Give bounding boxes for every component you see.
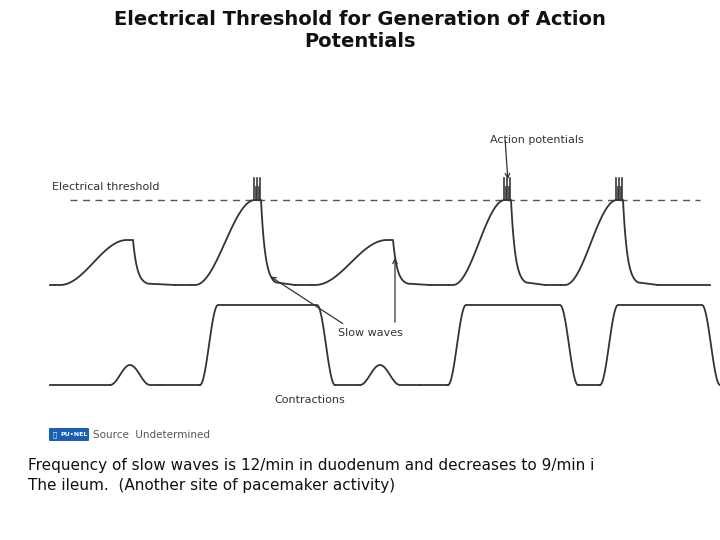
Text: Slow waves: Slow waves: [338, 328, 402, 338]
Text: The ileum.  (Another site of pacemaker activity): The ileum. (Another site of pacemaker ac…: [28, 478, 395, 493]
Text: Frequency of slow waves is 12/min in duodenum and decreases to 9/min i: Frequency of slow waves is 12/min in duo…: [28, 458, 595, 473]
Text: Ⓟ: Ⓟ: [53, 431, 58, 438]
Text: Action potentials: Action potentials: [490, 135, 584, 145]
Text: PU•NEL: PU•NEL: [60, 432, 87, 437]
Text: Electrical threshold: Electrical threshold: [52, 182, 160, 192]
Text: Electrical Threshold for Generation of Action
Potentials: Electrical Threshold for Generation of A…: [114, 10, 606, 51]
Text: Source  Undetermined: Source Undetermined: [93, 429, 210, 440]
Text: Contractions: Contractions: [274, 395, 346, 405]
FancyBboxPatch shape: [49, 428, 89, 441]
